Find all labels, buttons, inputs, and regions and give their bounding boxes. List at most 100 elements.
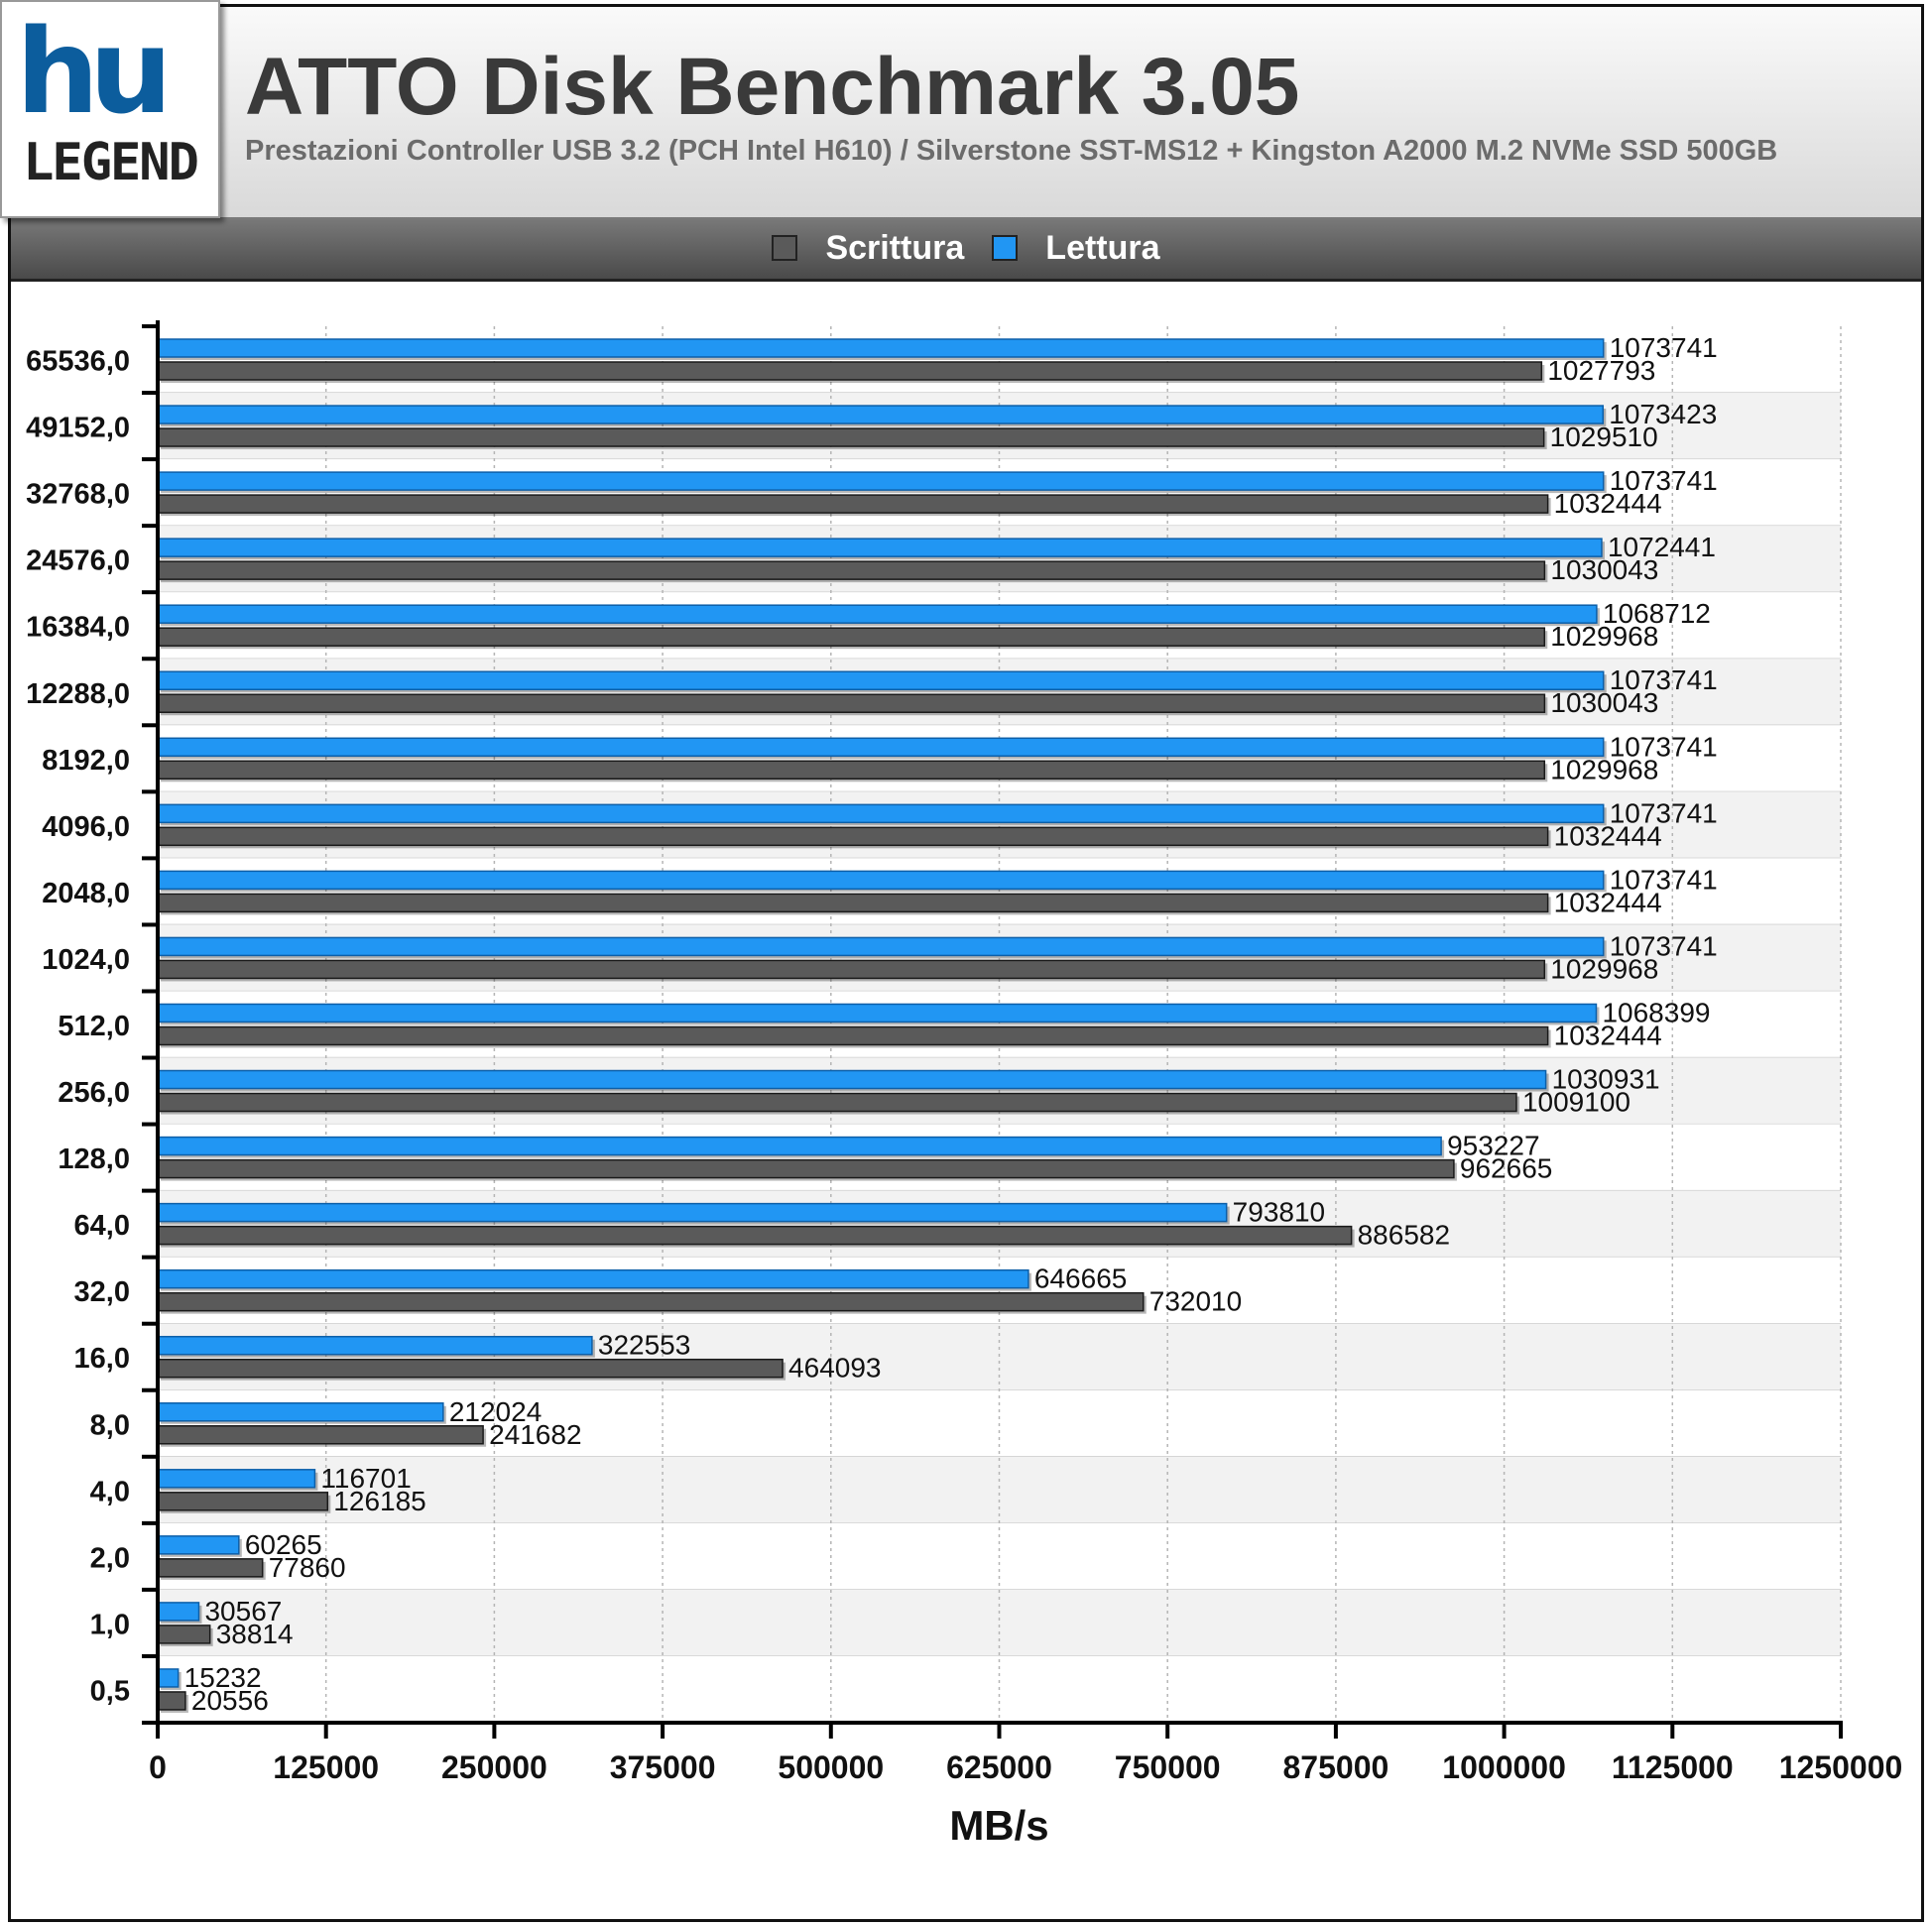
bar-scrittura — [157, 1492, 329, 1511]
value-label-scrittura: 732010 — [1149, 1286, 1242, 1317]
bar-scrittura — [157, 560, 1546, 580]
chart-header: ATTO Disk Benchmark 3.05 Prestazioni Con… — [11, 7, 1921, 219]
bar-scrittura — [157, 1558, 264, 1578]
value-label-scrittura: 1032444 — [1554, 820, 1662, 851]
value-label-scrittura: 464093 — [788, 1353, 881, 1384]
category-label: 32,0 — [74, 1276, 130, 1308]
bar-lettura — [157, 1535, 240, 1555]
value-label-scrittura: 1029968 — [1550, 621, 1658, 652]
category-label: 8,0 — [90, 1409, 130, 1441]
bar-lettura — [157, 936, 1605, 957]
value-label-scrittura: 886582 — [1358, 1220, 1450, 1251]
value-label-scrittura: 20556 — [191, 1685, 269, 1716]
category-label: 1,0 — [90, 1609, 130, 1640]
bar-scrittura — [157, 1158, 1455, 1179]
value-label-scrittura: 1029968 — [1550, 953, 1658, 984]
value-label-scrittura: 126185 — [333, 1486, 425, 1516]
bar-lettura — [157, 1469, 316, 1489]
category-label: 32768,0 — [26, 479, 130, 511]
bar-scrittura — [157, 893, 1549, 913]
row-band — [158, 1124, 1841, 1191]
category-label: 16384,0 — [26, 612, 130, 644]
category-label: 24576,0 — [26, 545, 130, 577]
value-label-scrittura: 241682 — [489, 1419, 581, 1450]
category-label: 1024,0 — [42, 944, 130, 976]
category-label: 64,0 — [74, 1210, 130, 1242]
x-axis-label: MB/s — [949, 1802, 1048, 1849]
x-tick-label: 1250000 — [1779, 1749, 1903, 1785]
bar-lettura — [157, 604, 1598, 624]
logo-mark: hu — [16, 3, 173, 140]
value-label-lettura: 793810 — [1233, 1197, 1325, 1228]
value-label-lettura: 116701 — [320, 1463, 411, 1494]
category-label: 512,0 — [58, 1011, 130, 1042]
bar-lettura — [157, 870, 1605, 891]
value-label-lettura: 1072441 — [1608, 532, 1716, 562]
category-label: 0,5 — [90, 1675, 130, 1707]
value-label-scrittura: 1030043 — [1550, 687, 1658, 718]
chart-title: ATTO Disk Benchmark 3.05 — [245, 42, 1300, 132]
bar-lettura — [157, 405, 1605, 424]
bar-lettura — [157, 670, 1605, 690]
value-label-lettura: 1073741 — [1610, 664, 1718, 695]
value-label-lettura: 212024 — [449, 1396, 542, 1427]
legend-swatch-lettura — [992, 235, 1019, 261]
value-label-lettura: 1068399 — [1602, 997, 1710, 1027]
bar-scrittura — [157, 1425, 484, 1445]
chart-subtitle: Prestazioni Controller USB 3.2 (PCH Inte… — [245, 135, 1778, 167]
value-label-lettura: 953227 — [1447, 1131, 1539, 1161]
bar-lettura — [157, 1268, 1029, 1289]
value-label-scrittura: 1029968 — [1550, 754, 1658, 784]
value-label-lettura: 1073741 — [1610, 465, 1718, 496]
value-label-lettura: 15232 — [184, 1662, 262, 1693]
legend-swatch-scrittura — [772, 235, 798, 261]
bar-scrittura — [157, 826, 1549, 847]
category-label: 49152,0 — [26, 413, 130, 444]
bar-scrittura — [157, 427, 1545, 447]
bar-lettura — [157, 803, 1605, 824]
value-label-scrittura: 962665 — [1460, 1153, 1552, 1184]
site-logo: hu LEGEND — [0, 0, 220, 218]
logo-text: LEGEND — [23, 133, 199, 192]
bar-scrittura — [157, 361, 1543, 381]
x-tick-label: 0 — [149, 1749, 167, 1785]
value-label-lettura: 1030931 — [1552, 1064, 1660, 1095]
value-label-scrittura: 1032444 — [1554, 488, 1662, 519]
x-tick-label: 125000 — [273, 1749, 379, 1785]
value-label-lettura: 1073741 — [1610, 864, 1718, 895]
bar-scrittura — [157, 1358, 784, 1379]
row-band — [158, 326, 1841, 394]
bar-scrittura — [157, 1092, 1517, 1113]
value-label-scrittura: 1032444 — [1554, 887, 1662, 917]
value-label-scrittura: 1032444 — [1554, 1020, 1662, 1050]
value-label-lettura: 322553 — [598, 1330, 690, 1361]
value-label-lettura: 60265 — [245, 1529, 322, 1560]
value-label-scrittura: 1027793 — [1547, 355, 1655, 386]
bar-scrittura — [157, 494, 1549, 514]
bar-lettura — [157, 737, 1605, 758]
bar-lettura — [157, 1003, 1598, 1023]
x-tick-label: 1125000 — [1612, 1749, 1734, 1785]
x-tick-label: 250000 — [441, 1749, 547, 1785]
x-tick-label: 750000 — [1115, 1749, 1221, 1785]
value-label-lettura: 1073423 — [1609, 399, 1717, 429]
legend-bar: Scrittura Lettura — [11, 217, 1921, 282]
value-label-scrittura: 77860 — [269, 1552, 346, 1583]
bar-scrittura — [157, 693, 1546, 713]
x-tick-label: 625000 — [946, 1749, 1052, 1785]
bar-lettura — [157, 538, 1603, 557]
bar-scrittura — [157, 959, 1546, 980]
legend-label-scrittura: Scrittura — [825, 228, 965, 267]
value-label-lettura: 1073741 — [1610, 731, 1718, 762]
value-label-scrittura: 1029510 — [1550, 421, 1658, 452]
value-label-scrittura: 38814 — [216, 1619, 294, 1649]
bar-scrittura — [157, 1691, 186, 1711]
bar-lettura — [157, 1069, 1547, 1090]
legend-item-lettura: Lettura — [992, 228, 1160, 268]
bar-scrittura — [157, 1625, 211, 1644]
legend-label-lettura: Lettura — [1045, 228, 1160, 267]
value-label-lettura: 30567 — [204, 1596, 282, 1626]
x-tick-label: 375000 — [610, 1749, 716, 1785]
value-label-lettura: 1073741 — [1610, 332, 1718, 363]
row-band — [158, 659, 1841, 726]
